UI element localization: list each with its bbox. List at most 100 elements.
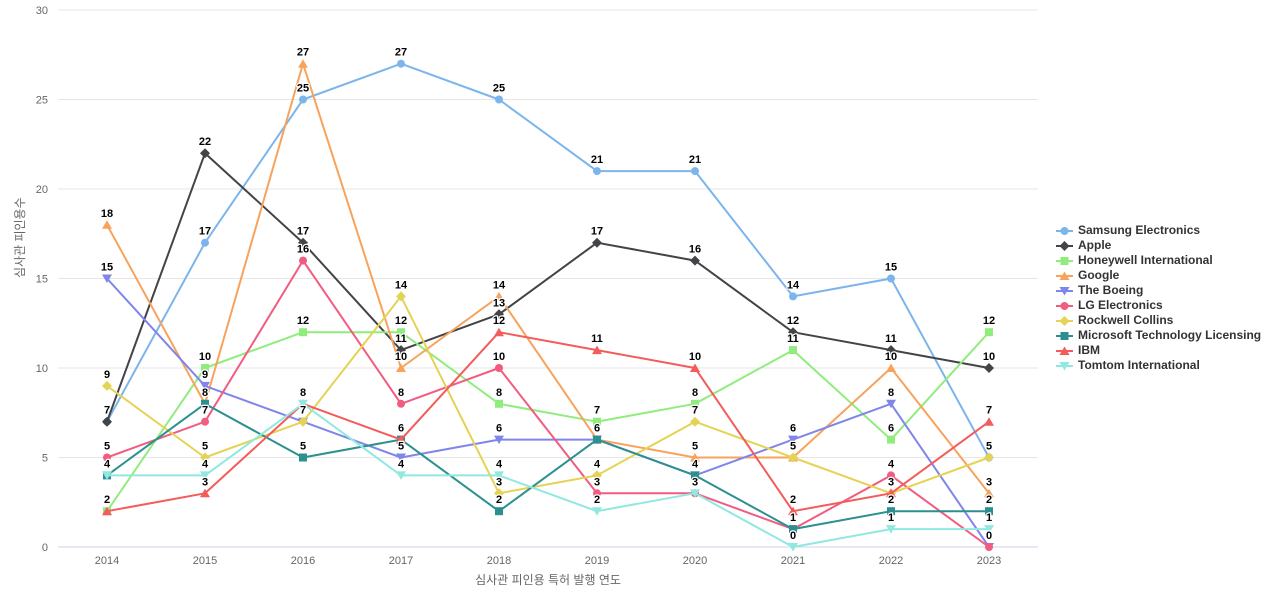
data-point-tomtom-international[interactable] xyxy=(102,471,112,480)
data-point-rockwell-collins[interactable] xyxy=(592,470,602,481)
data-point-google[interactable] xyxy=(886,363,896,373)
data-point-samsung-electronics[interactable] xyxy=(887,274,895,283)
data-point-honeywell-international[interactable] xyxy=(985,328,993,337)
data-point-microsoft-technology-licensing[interactable] xyxy=(985,507,993,516)
data-point-ibm[interactable] xyxy=(788,506,798,516)
data-point-google[interactable] xyxy=(102,220,112,229)
data-point-apple[interactable] xyxy=(102,416,112,427)
legend-marker[interactable] xyxy=(1059,315,1070,326)
legend-item-honeywell-international[interactable]: Honeywell International xyxy=(1056,253,1261,268)
data-point-microsoft-technology-licensing[interactable] xyxy=(299,453,307,462)
data-point-rockwell-collins[interactable] xyxy=(690,416,700,427)
data-point-honeywell-international[interactable] xyxy=(789,346,797,355)
data-point-rockwell-collins[interactable] xyxy=(494,488,504,499)
data-point-samsung-electronics[interactable] xyxy=(593,167,601,176)
legend-marker[interactable] xyxy=(1059,286,1070,296)
data-point-the-boeing[interactable] xyxy=(396,453,406,463)
data-point-tomtom-international[interactable] xyxy=(984,525,994,534)
legend-item-the-boeing[interactable]: The Boeing xyxy=(1056,283,1261,298)
data-point-rockwell-collins[interactable] xyxy=(298,416,308,427)
data-point-ibm[interactable] xyxy=(592,345,602,355)
data-point-the-boeing[interactable] xyxy=(886,399,896,409)
data-point-samsung-electronics[interactable] xyxy=(691,167,699,176)
legend-marker[interactable] xyxy=(1060,301,1069,310)
data-point-microsoft-technology-licensing[interactable] xyxy=(789,525,797,534)
legend-item-tomtom-international[interactable]: Tomtom International xyxy=(1056,358,1261,373)
data-point-honeywell-international[interactable] xyxy=(299,328,307,337)
data-point-honeywell-international[interactable] xyxy=(201,364,209,372)
data-point-honeywell-international[interactable] xyxy=(397,328,405,337)
legend-item-rockwell-collins[interactable]: Rockwell Collins xyxy=(1056,313,1261,328)
data-point-honeywell-international[interactable] xyxy=(593,417,601,426)
legend-item-samsung-electronics[interactable]: Samsung Electronics xyxy=(1056,223,1261,238)
legend-marker[interactable] xyxy=(1059,240,1070,251)
legend-marker[interactable] xyxy=(1060,331,1069,340)
data-point-honeywell-international[interactable] xyxy=(495,399,503,408)
data-point-lg-electronics[interactable] xyxy=(495,364,503,372)
data-point-apple[interactable] xyxy=(690,255,700,266)
data-point-tomtom-international[interactable] xyxy=(396,471,406,480)
legend-item-lg-electronics[interactable]: LG Electronics xyxy=(1056,298,1261,313)
data-point-ibm[interactable] xyxy=(102,506,112,516)
legend-marker[interactable] xyxy=(1059,271,1070,280)
data-point-ibm[interactable] xyxy=(886,488,896,498)
data-point-lg-electronics[interactable] xyxy=(299,256,307,265)
data-point-lg-electronics[interactable] xyxy=(397,399,405,408)
data-point-microsoft-technology-licensing[interactable] xyxy=(887,507,895,516)
data-point-apple[interactable] xyxy=(984,363,994,373)
data-point-tomtom-international[interactable] xyxy=(788,543,798,552)
data-point-rockwell-collins[interactable] xyxy=(200,452,210,463)
data-point-apple[interactable] xyxy=(298,237,308,248)
data-point-samsung-electronics[interactable] xyxy=(789,292,797,301)
data-point-microsoft-technology-licensing[interactable] xyxy=(201,399,209,408)
data-point-microsoft-technology-licensing[interactable] xyxy=(691,471,699,480)
data-point-ibm[interactable] xyxy=(690,363,700,373)
data-point-ibm[interactable] xyxy=(494,327,504,337)
data-point-tomtom-international[interactable] xyxy=(592,507,602,516)
data-point-tomtom-international[interactable] xyxy=(886,525,896,534)
legend-item-microsoft-technology-licensing[interactable]: Microsoft Technology Licensing xyxy=(1056,328,1261,343)
legend-marker[interactable] xyxy=(1060,256,1069,265)
data-point-the-boeing[interactable] xyxy=(200,381,210,391)
data-point-ibm[interactable] xyxy=(200,488,210,498)
legend-marker[interactable] xyxy=(1059,346,1070,355)
data-point-rockwell-collins[interactable] xyxy=(984,452,994,463)
data-point-lg-electronics[interactable] xyxy=(103,453,111,462)
data-point-microsoft-technology-licensing[interactable] xyxy=(495,507,503,516)
data-point-the-boeing[interactable] xyxy=(102,274,112,284)
legend-marker[interactable] xyxy=(1060,226,1069,235)
data-point-rockwell-collins[interactable] xyxy=(788,452,798,463)
legend-item-ibm[interactable]: IBM xyxy=(1056,343,1261,358)
data-point-lg-electronics[interactable] xyxy=(985,543,993,551)
legend-item-apple[interactable]: Apple xyxy=(1056,238,1261,253)
data-point-ibm[interactable] xyxy=(984,417,994,426)
data-point-google[interactable] xyxy=(984,488,994,498)
data-point-apple[interactable] xyxy=(494,309,504,320)
data-point-apple[interactable] xyxy=(592,237,602,248)
data-point-the-boeing[interactable] xyxy=(494,435,504,445)
data-point-samsung-electronics[interactable] xyxy=(299,95,307,104)
data-point-honeywell-international[interactable] xyxy=(887,435,895,444)
legend-marker[interactable] xyxy=(1059,361,1070,371)
data-point-rockwell-collins[interactable] xyxy=(102,380,112,391)
data-point-google[interactable] xyxy=(298,59,308,68)
data-point-apple[interactable] xyxy=(396,345,406,356)
data-point-apple[interactable] xyxy=(200,148,210,159)
data-point-microsoft-technology-licensing[interactable] xyxy=(593,435,601,444)
data-point-ibm[interactable] xyxy=(396,435,406,444)
data-point-lg-electronics[interactable] xyxy=(201,417,209,426)
data-point-apple[interactable] xyxy=(788,327,798,338)
data-point-google[interactable] xyxy=(494,291,504,301)
data-point-lg-electronics[interactable] xyxy=(887,471,895,480)
data-point-samsung-electronics[interactable] xyxy=(201,238,209,247)
data-point-google[interactable] xyxy=(690,453,700,462)
data-point-tomtom-international[interactable] xyxy=(494,471,504,480)
data-point-the-boeing[interactable] xyxy=(788,435,798,445)
data-point-google[interactable] xyxy=(396,363,406,373)
data-point-honeywell-international[interactable] xyxy=(691,399,699,408)
data-point-samsung-electronics[interactable] xyxy=(397,59,405,68)
data-point-tomtom-international[interactable] xyxy=(298,399,308,409)
data-point-apple[interactable] xyxy=(886,345,896,356)
data-point-samsung-electronics[interactable] xyxy=(495,95,503,104)
data-point-tomtom-international[interactable] xyxy=(200,471,210,480)
